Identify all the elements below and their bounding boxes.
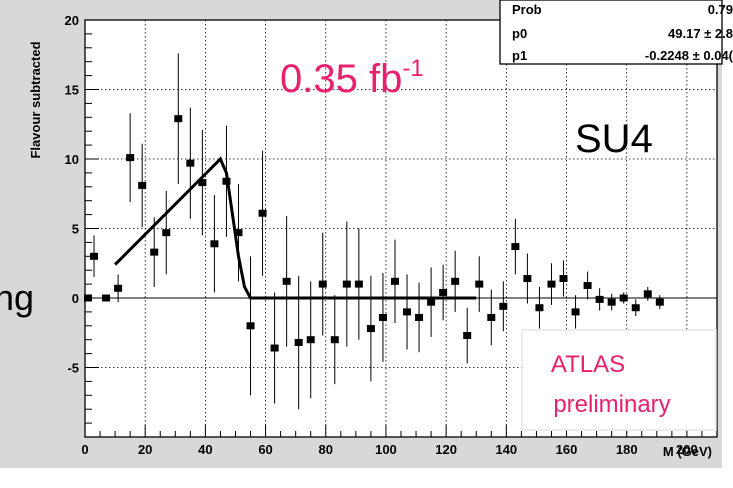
stats-value-p0: 49.17 ± 2.8 xyxy=(668,26,733,41)
data-point xyxy=(162,229,171,237)
luminosity-annotation: 0.35 fb-1 xyxy=(280,55,424,101)
data-point xyxy=(619,294,628,302)
stats-label-prob: Prob xyxy=(512,2,542,17)
data-point xyxy=(547,280,556,288)
grid xyxy=(85,20,717,437)
data-point xyxy=(294,338,303,346)
luminosity-value: 0.35 fb xyxy=(280,57,402,101)
y-tick-label: 5 xyxy=(72,222,79,237)
data-point xyxy=(511,243,520,251)
data-point xyxy=(595,295,604,303)
data-point xyxy=(318,280,327,288)
luminosity-exponent: -1 xyxy=(402,55,423,82)
data-point xyxy=(451,277,460,285)
stats-value-prob: 0.79 xyxy=(708,2,733,17)
y-tick-label: -5 xyxy=(67,361,79,376)
data-point xyxy=(354,280,363,288)
y-tick-label: 15 xyxy=(65,83,79,98)
data-point xyxy=(390,277,399,285)
data-point xyxy=(403,308,412,316)
y-tick-label: 10 xyxy=(65,152,79,167)
sample-label: SU4 xyxy=(575,117,653,161)
data-point xyxy=(607,298,616,306)
stats-label-p1: p1 xyxy=(512,48,527,63)
data-point xyxy=(90,252,99,260)
data-point xyxy=(487,313,496,321)
data-point xyxy=(427,298,436,306)
clipped-text: ng xyxy=(0,277,34,318)
stats-value-p1: -0.2248 ± 0.04( xyxy=(645,48,733,63)
stats-box: Prob 0.79 p0 49.17 ± 2.8 p1 -0.2248 ± 0.… xyxy=(499,0,733,65)
y-tick-label: 0 xyxy=(72,291,79,306)
data-point xyxy=(210,240,219,248)
data-point xyxy=(114,284,123,292)
data-point xyxy=(186,159,195,167)
data-point xyxy=(643,290,652,298)
x-tick-labels: 0 20 40 60 80 100 120 140 160 180 200 xyxy=(81,442,697,457)
data-point xyxy=(499,302,508,310)
x-tick-label: 40 xyxy=(198,442,212,457)
data-point xyxy=(282,277,291,285)
data-point xyxy=(535,304,544,312)
data-point xyxy=(631,304,640,312)
x-axis-label: M (GeV) xyxy=(663,444,712,459)
data-point xyxy=(138,181,147,189)
data-point xyxy=(84,294,93,302)
data-point xyxy=(523,275,532,283)
atlas-label-line1: ATLAS xyxy=(551,351,625,378)
data-point xyxy=(475,280,484,288)
x-tick-label: 100 xyxy=(375,442,397,457)
stats-box-frame xyxy=(499,0,723,65)
data-point xyxy=(366,325,375,333)
x-tick-label: 60 xyxy=(258,442,272,457)
data-point xyxy=(439,288,448,296)
data-point xyxy=(234,229,243,237)
data-point xyxy=(126,154,135,162)
data-point xyxy=(415,313,424,321)
data-point xyxy=(463,332,472,340)
x-tick-label: 120 xyxy=(435,442,457,457)
data-point xyxy=(306,336,315,344)
data-point xyxy=(150,248,159,256)
data-point xyxy=(655,298,664,306)
data-point xyxy=(246,322,255,330)
data-point xyxy=(571,308,580,316)
data-point xyxy=(258,209,267,217)
atlas-label-box xyxy=(521,329,717,431)
y-axis-label: Flavour subtracted xyxy=(28,41,43,158)
data-point xyxy=(342,280,351,288)
stats-label-p0: p0 xyxy=(512,26,527,41)
x-tick-label: 20 xyxy=(138,442,152,457)
y-tick-labels: -5 0 5 10 15 20 xyxy=(65,13,79,376)
data-point xyxy=(174,115,183,123)
data-markers xyxy=(84,115,664,352)
x-tick-label: 0 xyxy=(81,442,88,457)
data-point xyxy=(583,281,592,289)
data-point xyxy=(559,275,568,283)
fit-curve xyxy=(114,156,477,300)
data-point xyxy=(330,336,339,344)
x-tick-label: 140 xyxy=(495,442,517,457)
x-tick-label: 80 xyxy=(319,442,333,457)
data-point xyxy=(270,344,279,352)
data-point xyxy=(378,313,387,321)
x-tick-label: 200 xyxy=(676,442,698,457)
x-tick-label: 180 xyxy=(616,442,638,457)
atlas-label-line2: preliminary xyxy=(553,391,670,418)
y-tick-label: 20 xyxy=(65,13,79,28)
data-point xyxy=(198,179,207,187)
atlas-label: ATLAS preliminary xyxy=(521,329,717,431)
data-point xyxy=(102,294,111,302)
x-tick-label: 160 xyxy=(556,442,578,457)
